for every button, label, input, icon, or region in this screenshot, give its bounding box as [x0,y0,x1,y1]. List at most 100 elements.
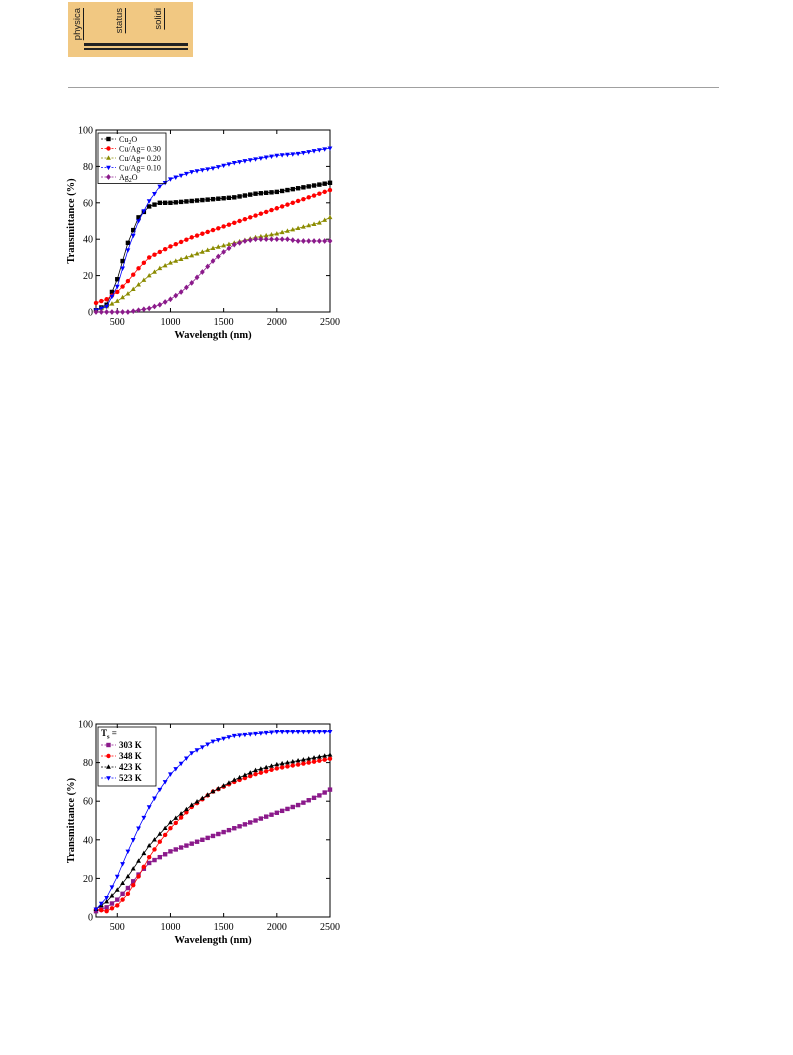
data-point [99,908,104,913]
data-point [152,837,157,842]
data-point [130,233,136,239]
data-point [120,880,126,885]
data-point [311,149,317,154]
data-point [136,826,141,831]
data-point [221,249,227,255]
data-point [162,852,168,857]
data-point [114,887,120,892]
data-point [157,265,163,271]
legend-label: 423 K [119,762,142,772]
data-point [242,775,248,781]
data-point [173,847,178,852]
data-point [327,238,333,244]
data-point [205,792,211,797]
x-tick-label: 500 [110,922,125,933]
y-tick-label: 0 [88,308,93,319]
data-point [258,731,264,736]
data-point [104,304,110,310]
data-point [226,222,232,227]
data-point [263,769,269,774]
data-point [199,269,205,275]
legend-marker [106,174,111,180]
data-point [141,815,147,821]
data-point [194,274,200,281]
data-point [184,199,189,204]
data-point [322,147,328,152]
y-tick-label: 0 [88,913,93,924]
data-point [295,186,301,191]
data-point [285,152,290,158]
chart-transmittance-composition: 500 1000 1500 2000 2500 0 20 40 60 80 100 Wavelengt… [66,126,340,342]
series-423-k [93,752,333,912]
data-point [285,729,290,735]
data-point [295,225,301,231]
data-point [136,858,141,863]
data-point [290,804,295,810]
data-point [237,733,243,738]
data-point [141,277,147,282]
data-point [184,810,189,815]
data-point [242,822,248,827]
data-point [253,767,258,773]
x-tick-label: 2000 [267,317,287,328]
data-point [258,816,264,821]
data-point [157,854,163,860]
data-point [125,873,131,879]
data-point [237,239,243,246]
x-tick-label: 1500 [214,922,234,933]
data-point [311,238,317,244]
data-point [131,879,136,884]
data-point [285,764,290,769]
data-point [200,231,205,236]
data-point [253,731,258,737]
data-point [285,806,290,812]
data-point [248,192,253,197]
data-point [269,236,274,243]
data-point [173,820,178,826]
data-point [152,202,157,207]
data-point [194,169,200,174]
data-point [183,171,189,177]
data-point [130,308,136,314]
data-point [322,181,327,186]
data-point [178,845,184,850]
legend-label: Cu/Ag= 0.20 [119,154,161,163]
data-point [258,191,264,196]
data-point [306,756,312,761]
legend-label: 523 K [119,773,142,783]
data-point [210,227,216,233]
data-point [300,757,306,762]
data-point [279,765,285,770]
header-divider [68,87,719,88]
data-point [232,220,237,226]
data-point [178,289,184,295]
data-point [263,764,269,770]
data-point [327,214,333,220]
data-point [109,906,115,911]
data-point [205,247,211,252]
data-point [322,189,327,195]
data-point [162,200,168,205]
data-point [152,847,157,852]
data-point [247,732,253,737]
legend-marker [106,146,111,151]
plot-frame [95,129,331,313]
data-point [130,286,136,292]
data-point [269,812,274,817]
data-point [232,826,237,831]
data-point [199,795,205,801]
data-point [311,221,317,226]
data-point [237,824,242,829]
data-point [258,233,264,239]
legend-marker [106,776,111,781]
data-point [184,843,189,848]
data-point [316,148,322,153]
data-point [109,893,115,898]
data-point [93,309,99,315]
data-point [221,224,226,229]
data-point [141,209,147,214]
data-point [178,815,184,820]
data-point [306,222,312,228]
data-point [157,787,163,793]
data-point [136,219,141,224]
